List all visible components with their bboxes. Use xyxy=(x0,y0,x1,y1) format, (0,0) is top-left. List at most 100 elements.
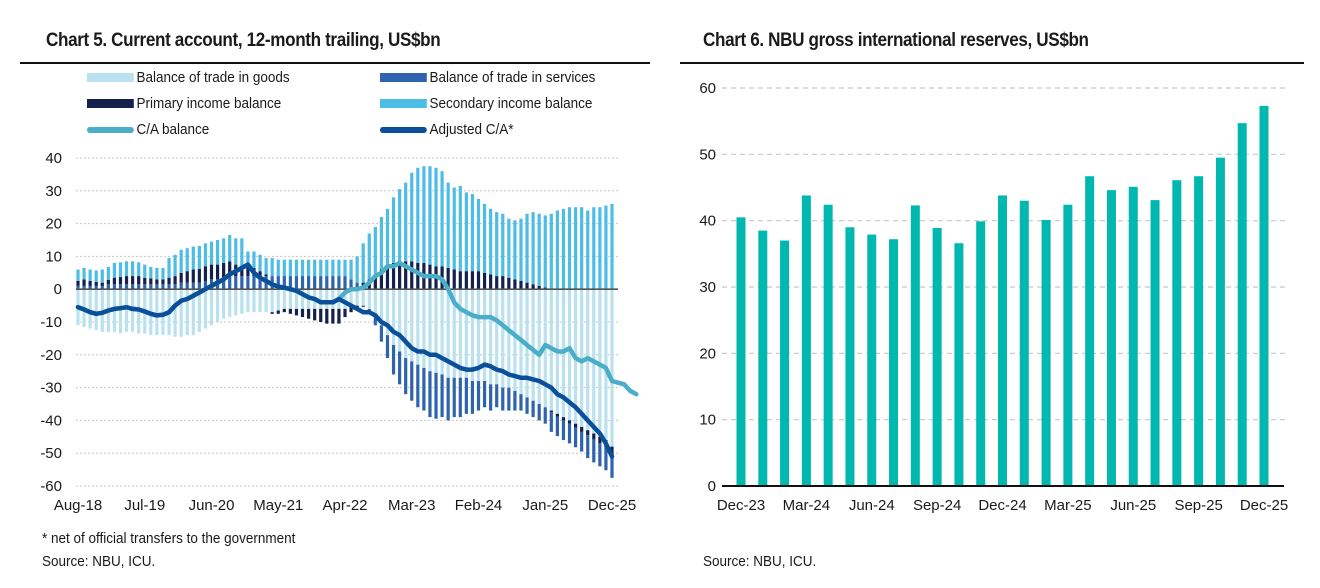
bar-reserves xyxy=(889,239,899,486)
bar-secondary xyxy=(112,262,117,278)
legend-label-secondary: Secondary income balance xyxy=(429,95,593,112)
bar-services xyxy=(228,276,232,290)
bar-services xyxy=(331,276,335,290)
bar-services xyxy=(131,284,135,290)
bar-services xyxy=(507,387,511,411)
bar-secondary xyxy=(367,233,371,280)
y-tick-label: 10 xyxy=(45,248,62,265)
bar-primary xyxy=(489,274,493,290)
bar-services xyxy=(294,276,299,290)
bar-primary xyxy=(398,261,402,290)
bar-secondary xyxy=(549,213,553,290)
bar-reserves xyxy=(736,217,746,486)
bar-goods xyxy=(325,289,329,309)
x-tick-label: Sep-25 xyxy=(1174,497,1222,514)
bar-goods xyxy=(203,289,208,329)
x-tick-label: Dec-24 xyxy=(978,497,1026,514)
bar-goods xyxy=(124,289,129,332)
bar-services xyxy=(88,285,92,290)
bar-secondary xyxy=(482,203,487,273)
legend-swatch-adj xyxy=(380,126,427,133)
bar-reserves xyxy=(954,243,964,486)
bar-goods xyxy=(331,289,335,309)
x-tick-label: Jul-19 xyxy=(124,497,165,514)
bar-goods xyxy=(161,289,165,336)
bar-primary xyxy=(222,262,226,278)
bar-reserves xyxy=(845,227,855,487)
x-tick-label: Jan-25 xyxy=(522,497,568,514)
bar-primary xyxy=(482,272,487,290)
bar-secondary xyxy=(143,264,147,278)
bar-services xyxy=(385,335,390,359)
bar-secondary xyxy=(586,210,590,290)
bar-goods xyxy=(367,289,371,309)
bar-reserves xyxy=(1172,180,1182,486)
bar-goods xyxy=(501,289,505,388)
bar-services xyxy=(573,427,578,448)
bar-primary xyxy=(76,281,80,286)
bar-primary xyxy=(519,281,523,290)
bar-goods xyxy=(507,289,511,388)
chart5-title-rule xyxy=(20,62,650,64)
bar-primary xyxy=(94,281,98,286)
chart6-title: Chart 6. NBU gross international reserve… xyxy=(703,30,1089,51)
bar-services xyxy=(179,282,183,290)
bar-goods xyxy=(234,289,238,316)
bar-goods xyxy=(476,289,481,382)
bar-secondary xyxy=(197,245,201,269)
bar-primary xyxy=(167,277,171,285)
bar-secondary xyxy=(610,203,614,290)
legend-item-services: Balance of trade in services xyxy=(380,69,595,86)
bar-secondary xyxy=(319,259,323,277)
y-tick-label: 40 xyxy=(45,150,62,167)
bar-services xyxy=(476,381,481,411)
x-tick-label: Jun-25 xyxy=(1110,497,1156,514)
bar-primary xyxy=(452,269,456,290)
bar-primary xyxy=(270,312,274,314)
bar-primary xyxy=(209,264,214,280)
bar-goods xyxy=(252,289,256,313)
bar-primary xyxy=(586,430,590,436)
bar-reserves xyxy=(932,227,942,487)
bar-primary xyxy=(149,278,153,285)
bar-secondary xyxy=(567,207,572,290)
bar-goods xyxy=(246,289,250,313)
bar-secondary xyxy=(294,259,299,277)
legend-label-adj: Adjusted C/A* xyxy=(429,121,514,138)
bar-primary xyxy=(592,433,596,440)
bar-secondary xyxy=(349,259,353,280)
bar-secondary xyxy=(446,182,450,268)
bar-reserves xyxy=(867,234,877,486)
bar-secondary xyxy=(525,213,529,283)
bar-services xyxy=(137,284,141,290)
bar-goods xyxy=(398,289,402,352)
bar-primary xyxy=(464,271,468,290)
bar-secondary xyxy=(410,172,414,262)
bar-primary xyxy=(513,279,517,290)
bar-secondary xyxy=(185,248,189,272)
legend-item-goods: Balance of trade in goods xyxy=(87,69,290,86)
bar-goods xyxy=(343,289,347,309)
bar-goods xyxy=(470,289,475,382)
bar-services xyxy=(519,394,523,411)
x-tick-label: Aug-18 xyxy=(54,497,102,514)
bar-secondary xyxy=(76,269,80,281)
bar-reserves xyxy=(1063,204,1073,486)
bar-services xyxy=(549,412,553,432)
bar-reserves xyxy=(1041,220,1051,486)
bar-services xyxy=(276,276,280,290)
bar-primary xyxy=(331,308,335,324)
bar-services xyxy=(234,276,238,290)
bar-secondary xyxy=(452,187,456,270)
y-tick-label: -10 xyxy=(40,314,62,331)
bar-services xyxy=(258,276,262,290)
bar-goods xyxy=(240,289,244,314)
bar-services xyxy=(531,400,535,418)
bar-secondary xyxy=(434,167,438,267)
bar-services xyxy=(173,284,177,290)
x-tick-label: Feb-24 xyxy=(455,497,503,514)
y-tick-label: -20 xyxy=(40,347,62,364)
legend-item-ca: C/A balance xyxy=(87,121,209,138)
legend-swatch-ca xyxy=(87,126,134,133)
bar-secondary xyxy=(391,197,396,263)
